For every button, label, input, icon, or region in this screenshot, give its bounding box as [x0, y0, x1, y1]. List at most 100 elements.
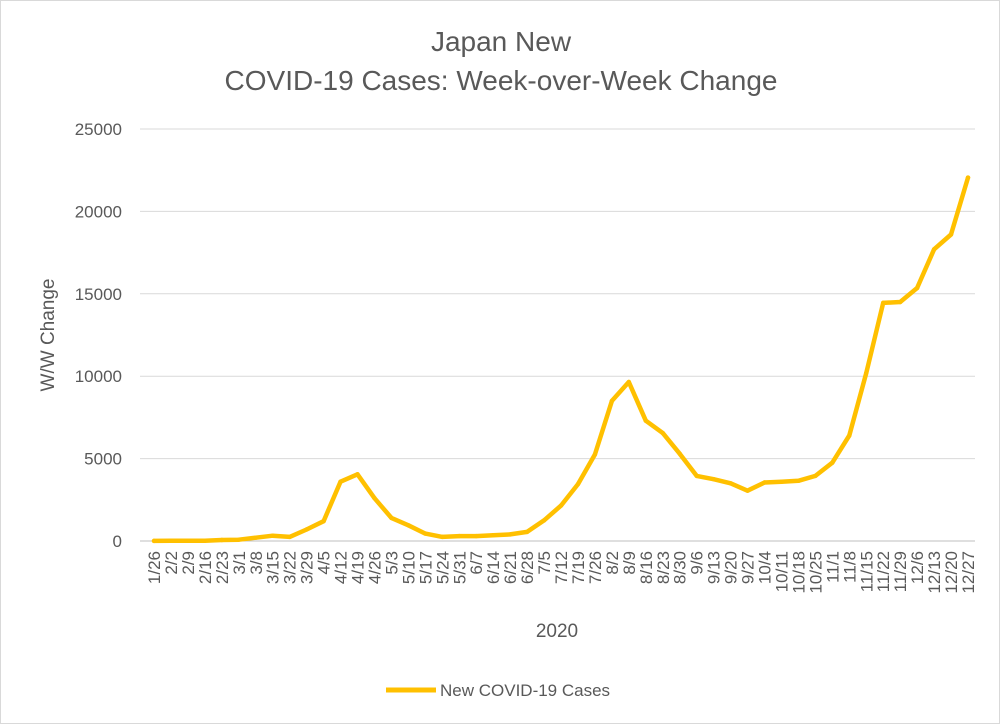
legend-label: New COVID-19 Cases	[440, 681, 610, 700]
data-point	[830, 460, 835, 465]
data-point	[609, 398, 615, 404]
series-group	[151, 175, 971, 544]
data-point	[592, 452, 598, 457]
data-point	[474, 533, 479, 539]
x-tick-label: 8/30	[671, 551, 690, 584]
x-tick-label: 1/26	[145, 551, 164, 584]
data-point	[219, 537, 225, 543]
data-point	[490, 533, 496, 538]
x-tick-label: 11/29	[891, 551, 910, 592]
x-tick-label: 6/28	[518, 551, 537, 584]
y-tick-label: 20000	[75, 202, 122, 221]
x-tick-label: 9/6	[688, 551, 707, 575]
x-axis-ticks: 1/262/22/92/162/233/13/83/153/223/294/54…	[145, 551, 978, 594]
y-tick-label: 5000	[84, 450, 122, 469]
x-tick-label: 12/27	[959, 551, 978, 594]
data-point	[389, 515, 394, 521]
x-tick-label: 10/4	[756, 551, 775, 584]
x-tick-label: 6/21	[501, 551, 520, 584]
x-tick-label: 5/31	[450, 551, 469, 584]
chart-title-line-2: COVID-19 Cases: Week-over-Week Change	[225, 65, 778, 96]
gridlines	[140, 128, 975, 542]
x-axis-label: 2020	[536, 621, 578, 642]
x-tick-label: 6/14	[484, 551, 503, 584]
data-point	[440, 534, 445, 540]
data-point	[457, 533, 462, 539]
x-tick-label: 11/15	[857, 551, 876, 592]
x-tick-label: 5/24	[433, 551, 452, 584]
x-tick-label: 8/2	[603, 551, 622, 575]
x-tick-label: 5/10	[399, 551, 418, 584]
x-tick-label: 4/5	[315, 551, 334, 575]
data-point	[507, 532, 513, 537]
data-point	[338, 479, 343, 484]
legend: New COVID-19 Cases	[386, 681, 610, 700]
y-tick-label: 15000	[75, 285, 122, 304]
y-tick-label: 0	[113, 532, 122, 551]
x-tick-label: 9/20	[722, 551, 741, 584]
x-tick-label: 2/23	[213, 551, 232, 584]
x-tick-label: 9/27	[739, 551, 758, 584]
data-point	[728, 481, 733, 486]
data-point	[406, 523, 411, 528]
x-tick-label: 10/11	[772, 551, 791, 592]
data-point	[796, 478, 801, 484]
x-tick-label: 7/12	[552, 551, 571, 584]
data-point	[304, 527, 309, 532]
y-axis-ticks: 0 5000 10000 15000 20000 25000	[75, 120, 122, 551]
data-point	[762, 480, 767, 485]
data-point	[864, 370, 869, 376]
data-point	[694, 473, 699, 479]
series-line	[151, 175, 971, 544]
data-point	[253, 535, 258, 540]
x-tick-label: 5/3	[382, 551, 401, 575]
y-tick-label: 10000	[75, 367, 122, 386]
data-point	[151, 538, 157, 544]
chart-title-line-1: Japan New	[431, 26, 572, 57]
x-tick-label: 8/9	[620, 551, 639, 575]
data-point	[813, 473, 818, 479]
data-point	[914, 285, 920, 291]
x-tick-label: 3/22	[281, 551, 300, 584]
data-point	[185, 538, 191, 543]
x-tick-label: 2/16	[196, 551, 215, 584]
x-tick-label: 6/7	[467, 551, 486, 575]
data-point	[643, 418, 648, 423]
x-tick-label: 9/13	[705, 551, 724, 584]
x-tick-label: 12/6	[908, 551, 927, 584]
x-tick-label: 3/8	[247, 551, 266, 575]
x-tick-label: 5/17	[416, 551, 435, 584]
x-tick-label: 11/8	[840, 551, 859, 583]
data-point	[948, 232, 954, 237]
data-point	[745, 488, 750, 493]
data-point	[881, 300, 886, 306]
data-point	[372, 495, 377, 501]
data-point	[202, 538, 208, 543]
data-point	[541, 518, 547, 523]
data-point	[897, 299, 903, 305]
data-point	[287, 534, 292, 540]
data-point	[524, 529, 530, 535]
data-point	[321, 519, 326, 524]
x-tick-label: 10/25	[806, 551, 825, 594]
data-point	[355, 472, 360, 477]
x-tick-label: 3/1	[230, 551, 249, 575]
x-tick-label: 10/18	[789, 551, 808, 594]
x-tick-label: 4/19	[349, 551, 368, 584]
data-point	[847, 433, 852, 438]
data-point	[558, 503, 564, 508]
x-tick-label: 7/5	[535, 551, 554, 575]
x-tick-label: 12/13	[925, 551, 944, 594]
x-tick-label: 3/15	[264, 551, 283, 584]
x-tick-label: 3/29	[298, 551, 317, 584]
x-tick-label: 12/20	[942, 551, 961, 594]
data-point	[236, 537, 241, 542]
data-point	[423, 531, 428, 536]
x-tick-label: 4/26	[365, 551, 384, 584]
x-tick-label: 4/12	[332, 551, 351, 584]
data-point	[168, 538, 174, 544]
data-point	[575, 481, 581, 487]
y-tick-label: 25000	[75, 120, 122, 139]
